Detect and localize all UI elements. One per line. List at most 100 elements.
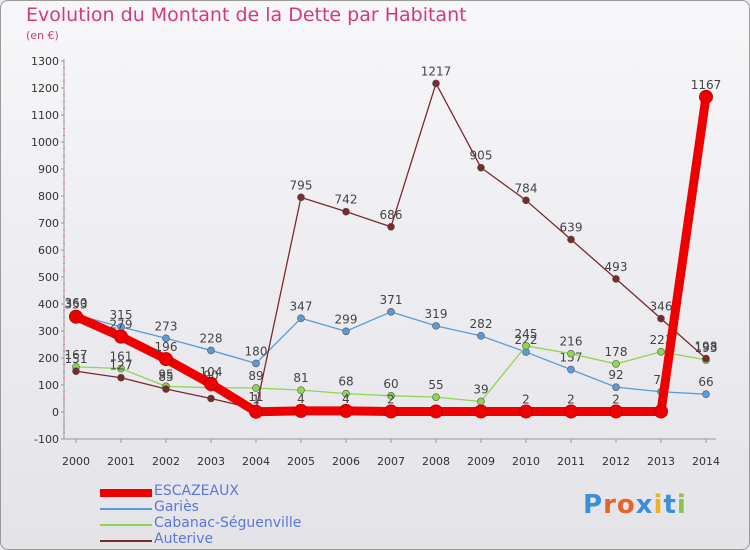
data-point [387, 308, 395, 316]
data-label: 180 [245, 344, 268, 358]
data-label: 228 [200, 331, 223, 345]
data-point [207, 394, 215, 403]
data-point [432, 322, 440, 330]
data-point [567, 365, 575, 374]
data-label: 92 [608, 368, 623, 382]
data-point [702, 390, 710, 398]
data-label: 1 [252, 393, 260, 407]
x-tick-label: 2002 [152, 455, 180, 468]
series-auterive: 151 1278511795742686121790578463949334619… [65, 64, 718, 413]
data-point [114, 329, 128, 344]
data-point [117, 373, 125, 382]
data-point [339, 403, 353, 418]
data-point [564, 404, 578, 419]
proxiti-logo: Proxiti [583, 490, 687, 520]
data-point [342, 327, 350, 336]
x-tick-label: 2005 [287, 455, 315, 468]
y-tick-label: 200 [38, 352, 59, 365]
logo-letter: t [663, 490, 677, 520]
data-label: 89 [248, 369, 263, 383]
y-tick-label: 1100 [31, 109, 59, 122]
data-point [567, 349, 575, 358]
data-point [522, 196, 530, 205]
data-label: 4 [342, 392, 350, 406]
data-point [612, 383, 620, 391]
data-label: 39 [473, 382, 488, 396]
data-label: 104 [200, 365, 223, 379]
data-label: 493 [605, 260, 628, 274]
y-tick-label: 600 [38, 244, 59, 257]
x-tick-label: 2003 [197, 455, 225, 468]
x-tick-label: 2008 [422, 455, 450, 468]
y-tick-label: 900 [38, 163, 59, 176]
data-label: 347 [290, 299, 313, 313]
data-point [477, 163, 485, 172]
data-point [522, 342, 530, 350]
data-label: 686 [380, 208, 403, 222]
data-point [477, 332, 485, 340]
legend-swatch [100, 540, 152, 542]
data-point [252, 384, 260, 392]
data-label: 193 [695, 341, 718, 355]
data-label: 161 [110, 350, 133, 364]
data-label: 4 [297, 392, 305, 406]
data-label: 178 [605, 345, 628, 359]
data-point [162, 334, 170, 343]
y-tick-label: -100 [34, 433, 59, 446]
data-label: 198 [695, 340, 718, 354]
data-label: 66 [698, 375, 713, 389]
data-label: 279 [110, 318, 133, 332]
data-label: 282 [470, 317, 493, 331]
data-point [477, 397, 485, 406]
data-label: 167 [65, 348, 88, 362]
data-label: 742 [335, 193, 358, 207]
data-point [432, 393, 440, 401]
data-label: 315 [110, 308, 133, 322]
data-label: 1167 [691, 78, 722, 92]
y-tick-label: 700 [38, 217, 59, 230]
data-point [342, 207, 350, 216]
x-tick-label: 2012 [602, 455, 630, 468]
data-label: 360 [65, 296, 88, 310]
data-label: 196 [155, 340, 178, 354]
data-point [384, 404, 398, 419]
logo-letter: i [676, 490, 687, 520]
data-label: 1217 [421, 64, 452, 78]
x-tick-label: 2013 [647, 455, 675, 468]
data-label: 81 [293, 371, 308, 385]
y-tick-label: 1300 [31, 55, 59, 68]
data-label: 95 [158, 367, 173, 381]
y-tick-label: 500 [38, 271, 59, 284]
data-label: 127 [110, 359, 133, 373]
data-label: 795 [290, 178, 313, 192]
legend-label: Auterive [154, 531, 214, 547]
x-tick-label: 2004 [242, 455, 270, 468]
data-point [474, 404, 488, 419]
y-tick-label: 0 [52, 406, 59, 419]
data-label: 299 [335, 312, 358, 326]
data-point [69, 309, 83, 324]
legend-label: Gariès [154, 499, 199, 515]
data-point [387, 222, 395, 231]
x-tick-label: 2009 [467, 455, 495, 468]
legend-label: Cabanac-Séguenville [154, 515, 302, 531]
data-point [249, 404, 263, 419]
data-point [159, 352, 173, 367]
data-point [657, 347, 665, 356]
chart-title: Evolution du Montant de la Dette par Hab… [26, 4, 467, 26]
data-point [252, 359, 260, 368]
logo-letter: o [616, 490, 636, 520]
y-tick-label: 1000 [31, 136, 59, 149]
data-point [117, 364, 125, 373]
data-label: 319 [425, 307, 448, 321]
data-point [612, 360, 620, 368]
data-point [702, 354, 710, 363]
y-tick-label: 300 [38, 325, 59, 338]
y-tick-label: 800 [38, 190, 59, 203]
x-tick-label: 2000 [62, 455, 90, 468]
x-tick-label: 2010 [512, 455, 540, 468]
data-point [567, 235, 575, 244]
